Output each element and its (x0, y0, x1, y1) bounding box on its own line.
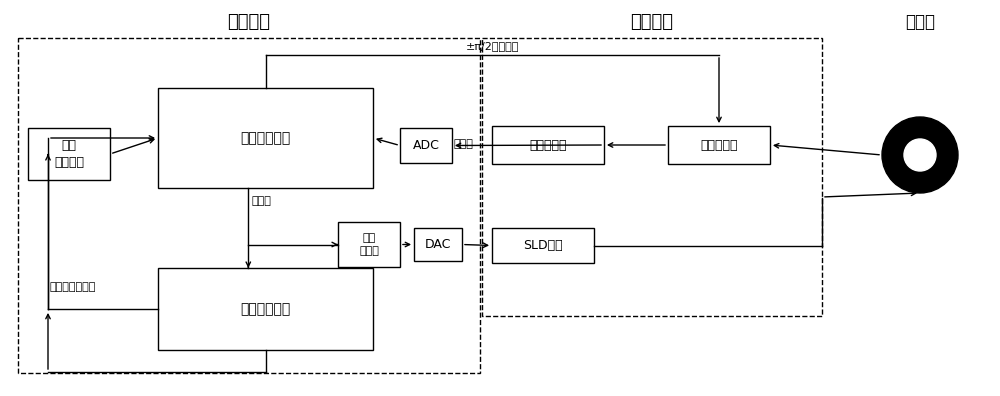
Text: SLD光源: SLD光源 (523, 239, 563, 252)
FancyBboxPatch shape (158, 88, 373, 188)
Text: 电信号: 电信号 (454, 139, 474, 150)
FancyBboxPatch shape (338, 222, 400, 267)
Text: 光电探测器: 光电探测器 (529, 139, 567, 152)
Text: 修正反馈模块: 修正反馈模块 (240, 302, 291, 316)
FancyBboxPatch shape (668, 126, 770, 164)
Text: 光强值: 光强值 (251, 196, 271, 206)
FancyBboxPatch shape (400, 128, 452, 163)
Circle shape (904, 139, 936, 171)
Text: 相位调制器: 相位调制器 (700, 139, 738, 152)
FancyBboxPatch shape (414, 228, 462, 261)
Text: DAC: DAC (425, 238, 451, 251)
FancyBboxPatch shape (492, 126, 604, 164)
FancyBboxPatch shape (158, 268, 373, 350)
FancyBboxPatch shape (28, 128, 110, 180)
Circle shape (882, 117, 958, 193)
Text: 初始
半波电压: 初始 半波电压 (54, 139, 84, 169)
Text: 光学回路: 光学回路 (631, 13, 674, 31)
Text: 传感环: 传感环 (905, 13, 935, 31)
Text: 光源
预设值: 光源 预设值 (359, 233, 379, 256)
FancyBboxPatch shape (492, 228, 594, 263)
Text: 电子回路: 电子回路 (228, 13, 270, 31)
Text: ADC: ADC (413, 139, 439, 152)
Text: 跟踪采集模块: 跟踪采集模块 (240, 131, 291, 145)
Text: 修正后半波电压: 修正后半波电压 (50, 282, 96, 292)
Text: ±π/2调制电压: ±π/2调制电压 (466, 41, 519, 51)
